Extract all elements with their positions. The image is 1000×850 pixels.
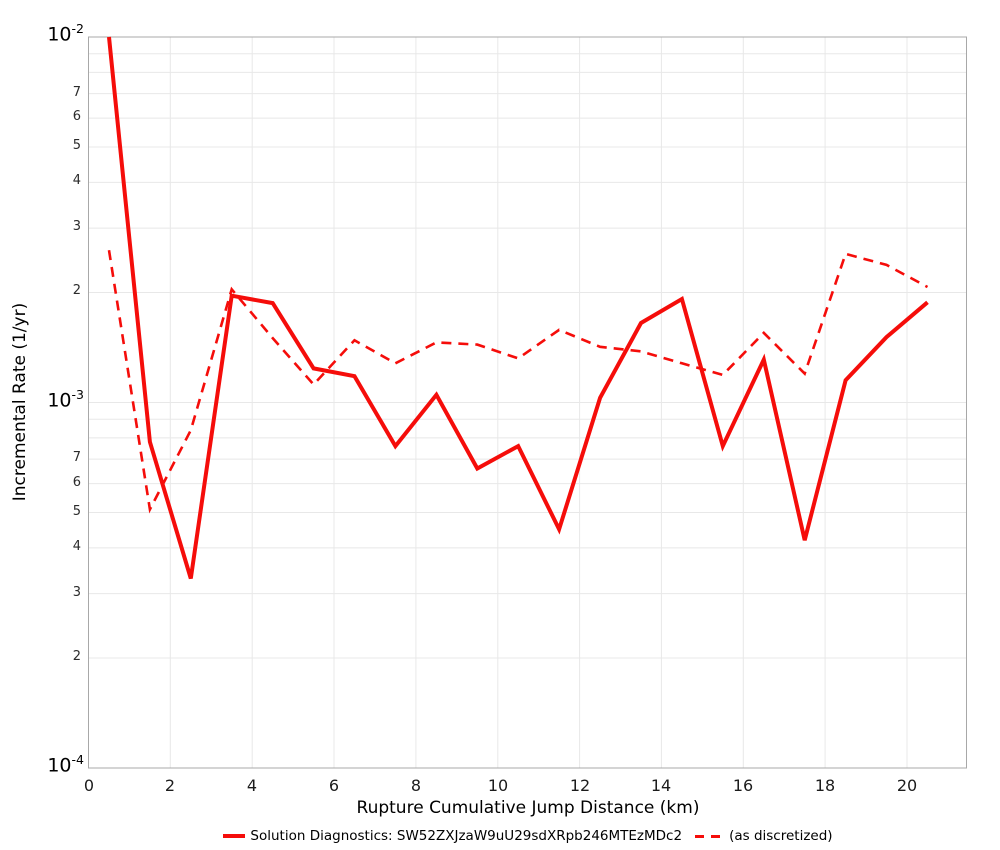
- y-minor-tick-label: 3: [72, 585, 81, 600]
- x-tick-label: 18: [814, 776, 836, 795]
- x-tick-label: 14: [650, 776, 672, 795]
- y-minor-tick-label: 5: [72, 138, 81, 153]
- y-minor-tick-label: 6: [72, 109, 81, 124]
- y-minor-tick-label: 4: [72, 173, 81, 188]
- x-tick-label: 20: [896, 776, 918, 795]
- legend-solid-label: Solution Diagnostics: SW52ZXJzaW9uU29sdX…: [250, 828, 683, 844]
- y-minor-tick-label: 4: [72, 539, 81, 554]
- y-minor-tick-label: 3: [72, 219, 81, 234]
- x-tick-label: 12: [569, 776, 591, 795]
- x-tick-label: 0: [83, 776, 95, 795]
- y-minor-tick-label: 2: [72, 649, 81, 664]
- y-minor-tick-label: 7: [72, 450, 81, 465]
- y-major-tick-label: 10-4: [47, 752, 84, 777]
- x-tick-label: 2: [164, 776, 176, 795]
- y-minor-tick-label: 6: [72, 475, 81, 490]
- y-minor-tick-label: 2: [72, 283, 81, 298]
- y-major-tick-label: 10-2: [47, 21, 84, 46]
- y-minor-tick-label: 5: [72, 504, 81, 519]
- series-discretized-line: [107, 249, 929, 514]
- x-tick-label: 16: [732, 776, 754, 795]
- x-tick-label: 4: [246, 776, 258, 795]
- x-tick-label: 8: [410, 776, 422, 795]
- x-tick-label: 10: [487, 776, 509, 795]
- plot-border: [88, 36, 967, 769]
- legend-dashed-line-sample: [695, 834, 726, 838]
- y-major-tick-label: 10-3: [47, 387, 84, 412]
- legend-solid-line-sample: [223, 834, 246, 838]
- y-minor-tick-label: 7: [72, 85, 81, 100]
- series-solution-line: [107, 36, 929, 580]
- legend-dashed-label: (as discretized): [729, 828, 833, 844]
- x-axis-title: Rupture Cumulative Jump Distance (km): [356, 798, 700, 818]
- x-tick-label: 6: [328, 776, 340, 795]
- legend: Solution Diagnostics: SW52ZXJzaW9uU29sdX…: [88, 827, 968, 845]
